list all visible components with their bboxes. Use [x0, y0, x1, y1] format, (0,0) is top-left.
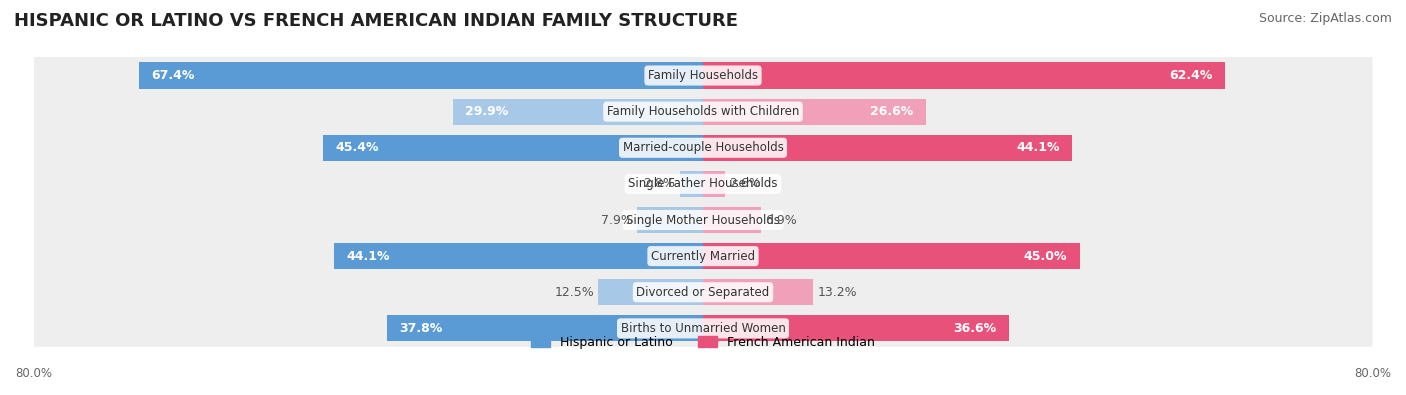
FancyBboxPatch shape: [34, 129, 1372, 166]
Bar: [139, 62, 703, 88]
FancyBboxPatch shape: [34, 274, 1372, 311]
FancyBboxPatch shape: [34, 201, 1372, 239]
Bar: [335, 243, 703, 269]
Legend: Hispanic or Latino, French American Indian: Hispanic or Latino, French American Indi…: [526, 331, 880, 354]
Text: 67.4%: 67.4%: [152, 69, 195, 82]
Text: 44.1%: 44.1%: [1017, 141, 1060, 154]
Bar: [703, 207, 761, 233]
Bar: [599, 279, 703, 305]
FancyBboxPatch shape: [34, 93, 1372, 130]
Text: Family Households with Children: Family Households with Children: [607, 105, 799, 118]
Bar: [387, 315, 703, 341]
FancyBboxPatch shape: [34, 166, 1372, 202]
Text: Divorced or Separated: Divorced or Separated: [637, 286, 769, 299]
Text: 37.8%: 37.8%: [399, 322, 443, 335]
Text: Family Households: Family Households: [648, 69, 758, 82]
Text: 26.6%: 26.6%: [870, 105, 912, 118]
Text: 45.4%: 45.4%: [336, 141, 380, 154]
Bar: [637, 207, 703, 233]
Text: Single Father Households: Single Father Households: [628, 177, 778, 190]
Text: Currently Married: Currently Married: [651, 250, 755, 263]
Text: 29.9%: 29.9%: [465, 105, 509, 118]
Bar: [703, 135, 1071, 161]
Text: Single Mother Households: Single Mother Households: [626, 214, 780, 226]
Text: Births to Unmarried Women: Births to Unmarried Women: [620, 322, 786, 335]
Text: 7.9%: 7.9%: [600, 214, 633, 226]
Bar: [703, 279, 814, 305]
Text: 6.9%: 6.9%: [765, 214, 797, 226]
Text: HISPANIC OR LATINO VS FRENCH AMERICAN INDIAN FAMILY STRUCTURE: HISPANIC OR LATINO VS FRENCH AMERICAN IN…: [14, 12, 738, 30]
Text: Source: ZipAtlas.com: Source: ZipAtlas.com: [1258, 12, 1392, 25]
Bar: [703, 62, 1225, 88]
FancyBboxPatch shape: [34, 310, 1372, 347]
Text: 36.6%: 36.6%: [953, 322, 997, 335]
Text: 12.5%: 12.5%: [554, 286, 595, 299]
FancyBboxPatch shape: [34, 238, 1372, 275]
FancyBboxPatch shape: [34, 57, 1372, 94]
Text: 2.6%: 2.6%: [728, 177, 761, 190]
Text: 62.4%: 62.4%: [1170, 69, 1212, 82]
Bar: [703, 171, 724, 197]
Bar: [679, 171, 703, 197]
Text: Married-couple Households: Married-couple Households: [623, 141, 783, 154]
Bar: [703, 315, 1010, 341]
Bar: [453, 99, 703, 125]
Bar: [703, 243, 1080, 269]
Text: 2.8%: 2.8%: [644, 177, 675, 190]
Text: 45.0%: 45.0%: [1024, 250, 1067, 263]
Bar: [323, 135, 703, 161]
Text: 44.1%: 44.1%: [346, 250, 389, 263]
Bar: [703, 99, 925, 125]
Text: 13.2%: 13.2%: [818, 286, 858, 299]
